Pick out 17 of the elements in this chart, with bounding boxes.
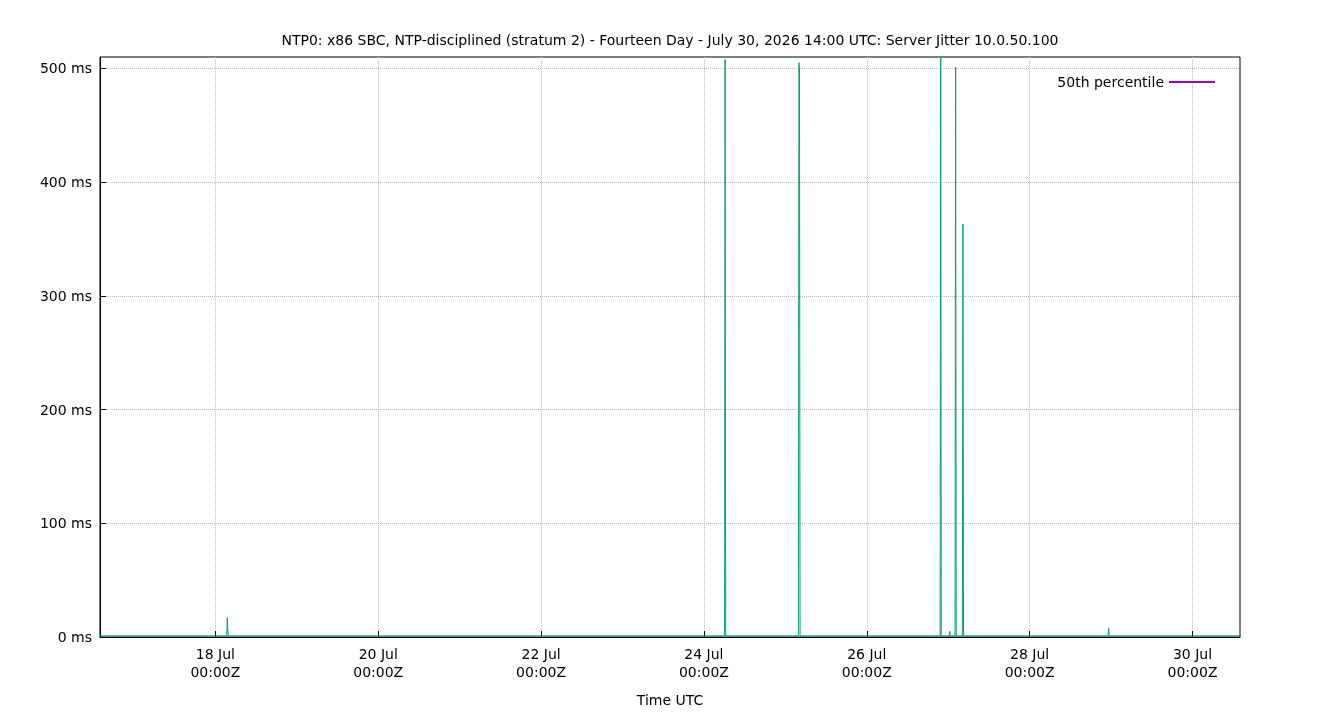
x-tick-label: 28 Jul 00:00Z	[1004, 646, 1055, 680]
legend-label: 50th percentile	[1057, 74, 1164, 90]
x-tick-label: 18 Jul 00:00Z	[190, 646, 241, 680]
x-axis-title: Time UTC	[635, 692, 704, 708]
y-tick-label: 400 ms	[39, 174, 92, 191]
x-tick-label: 22 Jul 00:00Z	[516, 646, 567, 680]
y-tick-label: 500 ms	[39, 60, 92, 77]
x-tick-label: 30 Jul 00:00Z	[1167, 646, 1218, 680]
y-tick-label: 0 ms	[57, 629, 92, 645]
y-tick-label: 200 ms	[39, 401, 92, 418]
chart-title: NTP0: x86 SBC, NTP-disciplined (stratum 2) - Fourteen Day - July 30, 2026 14:00 UTC: Server Jitter 10.0.50.100	[281, 32, 1059, 48]
line-series	[99, 56, 1241, 637]
x-tick-label: 24 Jul 00:00Z	[678, 646, 729, 680]
x-tick-label: 26 Jul 00:00Z	[841, 646, 892, 680]
y-tick-label: 300 ms	[39, 287, 92, 304]
y-tick-label: 100 ms	[39, 515, 92, 532]
x-tick-label: 20 Jul 00:00Z	[353, 646, 404, 680]
